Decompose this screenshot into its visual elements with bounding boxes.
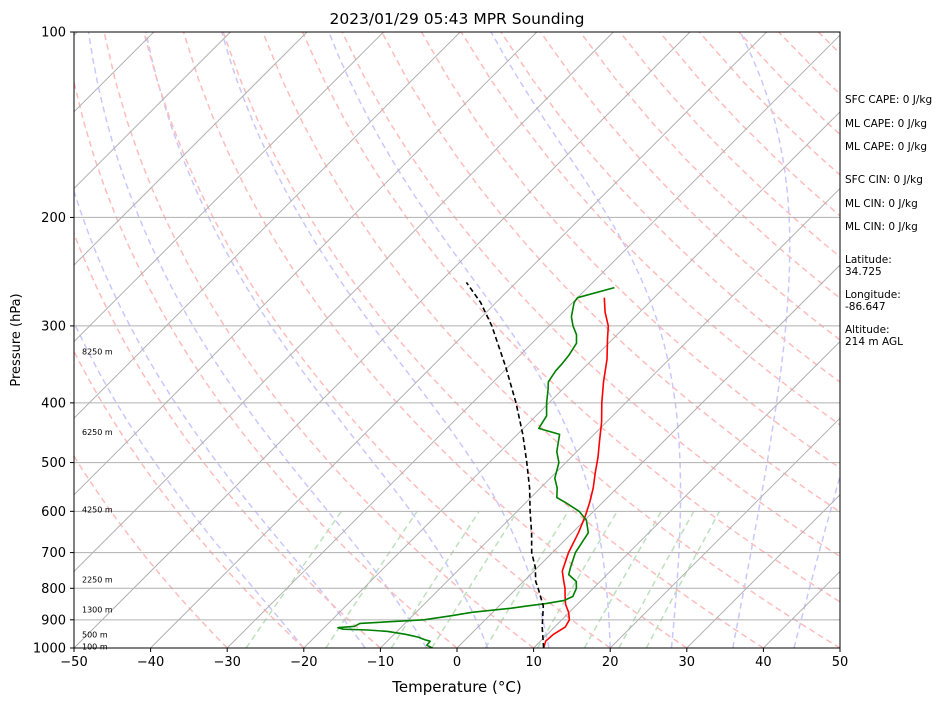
moist-adiabat-2 bbox=[87, 32, 428, 648]
dry-adiabat-0 bbox=[74, 454, 228, 648]
x-tick-label: 10 bbox=[525, 655, 542, 670]
dry-adiabat-2 bbox=[74, 231, 381, 648]
moist-adiabat-1 bbox=[74, 188, 366, 648]
longitude-label: Longitude: -86.647 bbox=[845, 289, 901, 313]
moist-adiabat-6 bbox=[490, 32, 682, 648]
altitude-height-label: 500 m bbox=[82, 630, 108, 639]
temperature-profile bbox=[542, 297, 610, 648]
y-tick-label: 800 bbox=[41, 582, 66, 597]
dry-adiabat-6 bbox=[182, 32, 688, 648]
x-tick-label: 40 bbox=[755, 655, 772, 670]
isotherm-10 bbox=[74, 32, 691, 648]
moist-adiabat-5 bbox=[328, 32, 611, 648]
mixing-ratio-line-2 bbox=[390, 510, 480, 648]
y-tick-label: 300 bbox=[41, 319, 66, 334]
altitude-height-label: 1300 m bbox=[82, 606, 113, 615]
x-tick-label: −40 bbox=[137, 655, 164, 670]
sfc-cape-label: SFC CAPE: 0 J/kg bbox=[845, 94, 933, 106]
y-tick-label: 700 bbox=[41, 546, 66, 561]
dry-adiabat-7 bbox=[222, 32, 764, 648]
isotherm-13 bbox=[303, 111, 840, 648]
y-tick-label: 900 bbox=[41, 613, 66, 628]
y-tick-label: 100 bbox=[41, 26, 66, 41]
ml-cape-label: ML CAPE: 0 J/kg bbox=[845, 118, 928, 130]
moist-adiabat-8 bbox=[793, 473, 840, 648]
moist-adiabat-3 bbox=[145, 32, 489, 648]
mixing-ratio-line-5 bbox=[536, 510, 618, 648]
x-tick-label: 30 bbox=[679, 655, 696, 670]
isotherm-18 bbox=[686, 494, 840, 648]
altitude-label: Altitude: 214 m AGL bbox=[845, 324, 903, 348]
isotherm-7 bbox=[74, 32, 461, 419]
isotherm-1 bbox=[0, 32, 1, 648]
y-tick-label: 500 bbox=[41, 456, 66, 471]
x-tick-label: −30 bbox=[213, 655, 240, 670]
mixing-ratio-line-4 bbox=[484, 510, 569, 648]
dry-adiabat-3 bbox=[74, 78, 458, 648]
isotherm-16 bbox=[533, 340, 840, 648]
altitude-height-label: 4250 m bbox=[82, 506, 113, 515]
mixing-ratio-line-3 bbox=[431, 510, 519, 648]
dry-adiabat-16 bbox=[579, 32, 840, 300]
x-tick-label: −10 bbox=[367, 655, 394, 670]
x-tick-label: 50 bbox=[832, 655, 849, 670]
isotherm-9 bbox=[74, 32, 614, 573]
isotherm-12 bbox=[226, 34, 840, 648]
moist-adiabat-4 bbox=[220, 32, 550, 648]
isotherm-8 bbox=[74, 32, 538, 496]
altitude-height-label: 6250 m bbox=[82, 428, 113, 437]
chart-title: 2023/01/29 05:43 MPR Sounding bbox=[329, 10, 584, 28]
x-tick-label: 0 bbox=[453, 655, 461, 670]
x-axis-label: Temperature (°C) bbox=[391, 678, 521, 696]
isotherm-6 bbox=[74, 32, 384, 343]
mixing-ratio-line-8 bbox=[645, 510, 721, 648]
parcel-profile bbox=[465, 281, 545, 648]
y-tick-label: 1000 bbox=[33, 642, 66, 657]
ml-cin-label-2: ML CIN: 0 J/kg bbox=[845, 221, 918, 233]
dry-adiabat-8 bbox=[262, 32, 840, 648]
y-axis-label: Pressure (hPa) bbox=[9, 293, 24, 386]
isotherm-15 bbox=[456, 264, 840, 648]
altitude-height-label: 2250 m bbox=[82, 575, 113, 584]
y-tick-label: 600 bbox=[41, 505, 66, 520]
moist-adiabat-7 bbox=[732, 32, 791, 648]
isotherm-17 bbox=[609, 417, 840, 648]
dry-adiabat-5 bbox=[143, 32, 611, 648]
x-tick-label: −50 bbox=[60, 655, 87, 670]
altitude-height-label: 8250 m bbox=[82, 347, 113, 356]
isotherm-4 bbox=[74, 32, 231, 190]
dewpoint-profile bbox=[337, 286, 615, 648]
mixing-ratio-line-0 bbox=[245, 510, 343, 648]
dry-adiabat-4 bbox=[103, 32, 535, 648]
sfc-cin-label: SFC CIN: 0 J/kg bbox=[845, 174, 923, 186]
x-tick-label: −20 bbox=[290, 655, 317, 670]
y-tick-label: 400 bbox=[41, 396, 66, 411]
y-tick-label: 200 bbox=[41, 211, 66, 226]
isotherm-14 bbox=[380, 187, 840, 648]
ml-cin-label: ML CIN: 0 J/kg bbox=[845, 198, 918, 210]
mixing-ratio-line-6 bbox=[583, 510, 663, 648]
x-tick-label: 20 bbox=[602, 655, 619, 670]
isotherm-5 bbox=[74, 32, 308, 266]
plot-frame bbox=[73, 31, 841, 649]
isotherm-11 bbox=[150, 32, 767, 648]
altitude-height-label: 100 m bbox=[82, 643, 108, 652]
dry-adiabat-1 bbox=[74, 349, 305, 648]
ml-cape-label-2: ML CAPE: 0 J/kg bbox=[845, 141, 928, 153]
latitude-label: Latitude: 34.725 bbox=[845, 254, 892, 278]
